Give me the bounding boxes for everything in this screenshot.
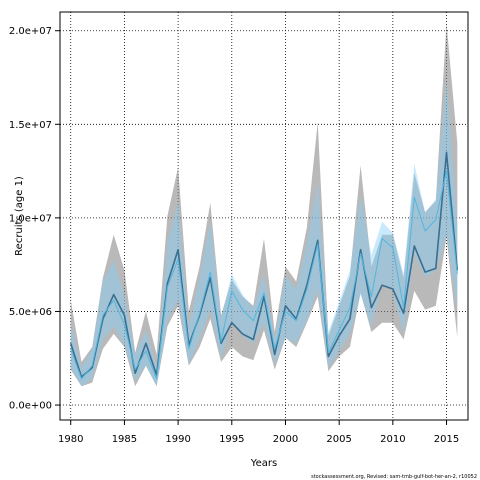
x-tick-label-2005: 2005 [326,434,351,445]
x-tick-label-1980: 1980 [58,434,83,445]
series-1-line [69,151,459,378]
series-1-band [70,23,458,387]
x-tick-label-2010: 2010 [380,434,405,445]
x-tick-label-2015: 2015 [434,434,459,445]
series-lines [69,151,459,380]
y-tick-label-3: 1.5e+07 [9,120,52,131]
y-axis-label: Recruits (age 1) [14,176,25,256]
x-tick-label-2000: 2000 [273,434,298,445]
x-axis: 1980 1985 1990 1995 2000 2005 2010 2015 [58,420,459,445]
y-tick-label-4: 2.0e+07 [9,26,52,37]
x-axis-label: Years [250,458,277,469]
footer-credit: stockassessment.org, Revised: sam-tmb-gu… [311,474,477,480]
series-2-band [70,81,458,387]
confidence-bands [70,23,458,387]
series-2-line [70,170,458,380]
x-tick-label-1995: 1995 [219,434,244,445]
y-axis: 0.0e+00 5.0e+06 1.0e+07 1.5e+07 2.0e+07 [9,26,60,412]
plot-frame [59,11,469,421]
y-tick-label-1: 5.0e+06 [9,307,52,318]
x-tick-label-1985: 1985 [112,434,137,445]
x-tick-label-1990: 1990 [165,434,190,445]
plot-background [60,12,468,420]
y-tick-label-0: 0.0e+00 [9,401,52,412]
y-tick-label-2: 1.0e+07 [9,213,52,224]
